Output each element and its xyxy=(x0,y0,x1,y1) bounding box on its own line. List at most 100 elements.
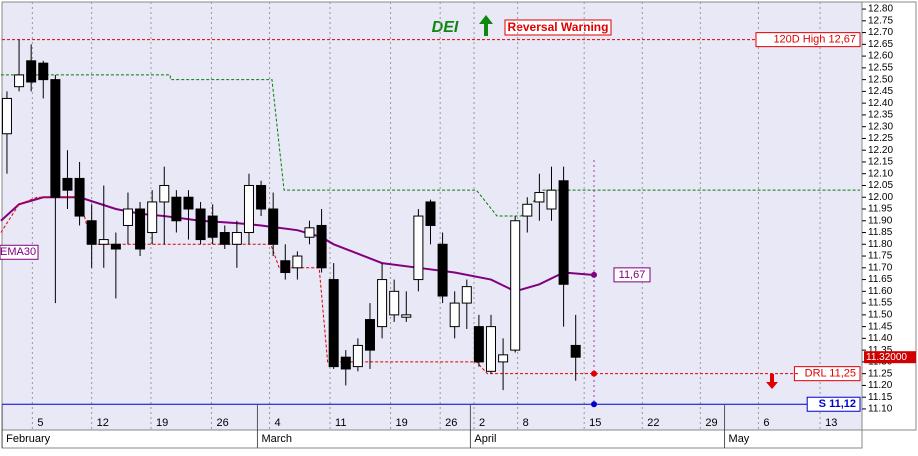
candle-body xyxy=(280,260,291,274)
x-tick-label: 15 xyxy=(589,417,601,429)
candle-body xyxy=(328,279,339,368)
y-tick-label: 11.80 xyxy=(868,239,893,250)
y-tick-label: 12.80 xyxy=(868,4,893,15)
y-tick-label: 11.20 xyxy=(868,380,893,391)
y-tick-label: 11.35 xyxy=(868,345,893,356)
x-tick-label: 11 xyxy=(335,417,346,429)
candle-body xyxy=(389,290,400,316)
x-tick-label: 19 xyxy=(156,417,168,429)
candle-body xyxy=(498,354,509,363)
x-tick-label: 6 xyxy=(763,417,769,429)
marker-dot xyxy=(591,401,597,408)
month-label: March xyxy=(261,433,292,445)
candle-body xyxy=(159,184,170,203)
y-tick-label: 11.40 xyxy=(868,333,893,344)
marker-dot xyxy=(591,271,597,278)
up-arrow xyxy=(479,15,493,36)
y-tick-label: 12.25 xyxy=(868,133,893,144)
candle-body xyxy=(425,201,436,226)
month-label: February xyxy=(6,433,51,445)
x-tick-label: 13 xyxy=(825,417,837,429)
candle-body xyxy=(50,79,61,198)
y-tick-label: 11.15 xyxy=(868,392,893,403)
x-tick-label: 26 xyxy=(216,417,228,429)
candle-body xyxy=(171,196,182,222)
y-tick-label: 12.40 xyxy=(868,98,893,109)
candle-body xyxy=(510,220,521,351)
y-tick-label: 12.05 xyxy=(868,180,893,191)
y-tick-label: 11.55 xyxy=(868,298,893,309)
down-arrow xyxy=(766,374,778,389)
level-box xyxy=(806,396,861,412)
candle-body xyxy=(292,255,303,269)
x-tick-label: 4 xyxy=(275,417,281,429)
candle-body xyxy=(268,208,279,245)
series-label: EMA30 xyxy=(0,246,36,258)
candle-body xyxy=(340,356,351,370)
y-tick-label: 11.70 xyxy=(868,262,893,273)
y-tick-label: 11.50 xyxy=(868,309,893,320)
candle-body xyxy=(74,177,85,217)
candle-body xyxy=(135,208,146,250)
candle-body xyxy=(219,232,230,245)
candle-body xyxy=(473,326,484,363)
y-tick-label: 12.20 xyxy=(868,145,893,156)
y-tick-label: 11.25 xyxy=(868,368,893,379)
y-tick-label: 11.10 xyxy=(868,404,893,415)
candle-body xyxy=(1,97,12,135)
month-label: May xyxy=(729,433,750,445)
x-tick-label: 2 xyxy=(479,417,485,429)
y-tick-label: 12.65 xyxy=(868,39,893,50)
candle-body xyxy=(401,314,412,318)
y-tick-label: 12.50 xyxy=(868,74,893,85)
candle-body xyxy=(461,286,472,304)
candle-body xyxy=(449,302,460,328)
marker-box xyxy=(613,267,651,283)
candle-body xyxy=(38,62,49,81)
candle-body xyxy=(352,344,363,368)
candle-body xyxy=(26,60,37,83)
x-tick-label: 29 xyxy=(705,417,717,429)
candle-body xyxy=(183,196,194,210)
candle-body xyxy=(147,201,158,234)
candle-body xyxy=(122,208,133,226)
candle-body xyxy=(256,184,267,210)
y-tick-label: 12.00 xyxy=(868,192,893,203)
series-label-box xyxy=(0,244,39,260)
level-label: 120D High 12,67 xyxy=(773,34,856,46)
y-tick-label: 12.70 xyxy=(868,27,893,38)
candle-body xyxy=(14,74,25,88)
x-tick-label: 12 xyxy=(97,417,109,429)
x-tick-label: 22 xyxy=(647,417,659,429)
y-tick-label: 11.95 xyxy=(868,204,893,215)
level-box xyxy=(793,366,861,382)
candle-body xyxy=(231,232,242,245)
y-tick-label: 12.10 xyxy=(868,168,893,179)
marker-label: 11,67 xyxy=(619,269,646,281)
candle-body xyxy=(243,184,254,234)
candle-body xyxy=(377,279,388,328)
candle-body xyxy=(316,224,327,269)
level-label: DRL 11,25 xyxy=(805,368,856,380)
y-tick-label: 12.45 xyxy=(868,86,893,97)
candle-body xyxy=(86,220,97,245)
y-tick-label: 11.45 xyxy=(868,321,893,332)
y-tick-label: 12.35 xyxy=(868,110,893,121)
y-tick-label: 11.75 xyxy=(868,251,893,262)
month-label: April xyxy=(474,433,496,445)
line-series xyxy=(0,74,861,217)
y-tick-label: 11.65 xyxy=(868,274,893,285)
candle-body xyxy=(207,215,218,238)
candle-body xyxy=(304,227,315,238)
candle-body xyxy=(110,243,121,250)
candle-body xyxy=(98,239,109,245)
x-tick-label: 8 xyxy=(523,417,529,429)
y-tick-label: 11.90 xyxy=(868,215,893,226)
marker-dot xyxy=(591,370,597,377)
line-series xyxy=(0,196,800,375)
candle-body xyxy=(534,192,545,203)
candle-body xyxy=(364,319,375,351)
y-tick-label: 12.75 xyxy=(868,15,893,26)
y-tick-label: 12.15 xyxy=(868,157,893,168)
